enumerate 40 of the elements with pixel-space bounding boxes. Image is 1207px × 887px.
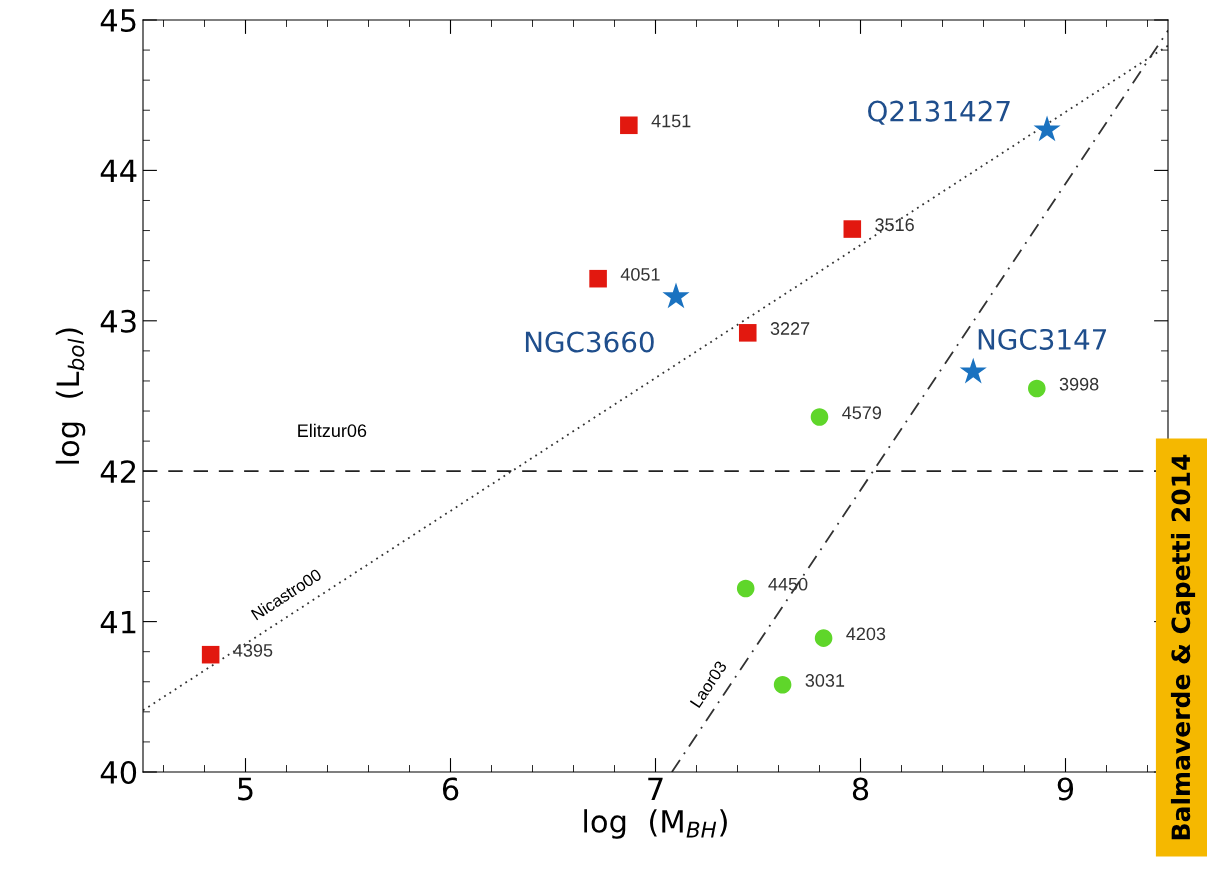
annotation: 3031 <box>805 674 845 687</box>
point <box>814 629 833 647</box>
point <box>959 357 987 384</box>
annotation: 3998 <box>1059 377 1099 391</box>
y-tick-label: 40 <box>100 760 137 785</box>
annotation: 3516 <box>875 218 914 232</box>
point <box>1028 379 1046 398</box>
point <box>773 675 792 694</box>
x-tick-label: 7 <box>648 777 663 801</box>
point <box>662 282 690 309</box>
annotation: 4579 <box>842 406 882 420</box>
point <box>1033 115 1061 142</box>
ref-line-label: Elitzur06 <box>298 423 367 438</box>
annotation: NGC3660 <box>525 331 654 353</box>
x-tick-label: 9 <box>1057 777 1074 801</box>
point <box>810 408 829 426</box>
annotation: 4203 <box>846 627 886 641</box>
y-axis-title: log (L$_{bol}$) <box>55 328 86 464</box>
text: Balmaverde & Capetti 2014 <box>1170 454 1196 840</box>
point <box>843 220 862 238</box>
y-tick-label: 45 <box>100 9 136 33</box>
x-tick-label: 6 <box>442 777 459 801</box>
annotation: 4151 <box>651 114 691 128</box>
point <box>738 324 757 342</box>
annotation: 3227 <box>770 322 810 335</box>
point <box>620 116 638 135</box>
x-axis-title: log (M$_{BH}$) <box>584 809 727 839</box>
annotation: Q2131427 <box>868 100 1010 125</box>
point <box>736 579 755 598</box>
y-tick-label: 41 <box>100 610 136 634</box>
y-tick-label: 42 <box>100 460 136 483</box>
annotation: NGC3147 <box>978 328 1107 350</box>
annotation: 4395 <box>233 643 273 657</box>
annotation: 4051 <box>620 267 660 281</box>
y-tick-label: 44 <box>100 159 137 183</box>
x-tick-label: 5 <box>238 777 253 801</box>
point <box>589 269 607 288</box>
point <box>201 645 220 664</box>
x-tick-label: 8 <box>852 777 869 801</box>
y-tick-label: 43 <box>100 309 136 333</box>
